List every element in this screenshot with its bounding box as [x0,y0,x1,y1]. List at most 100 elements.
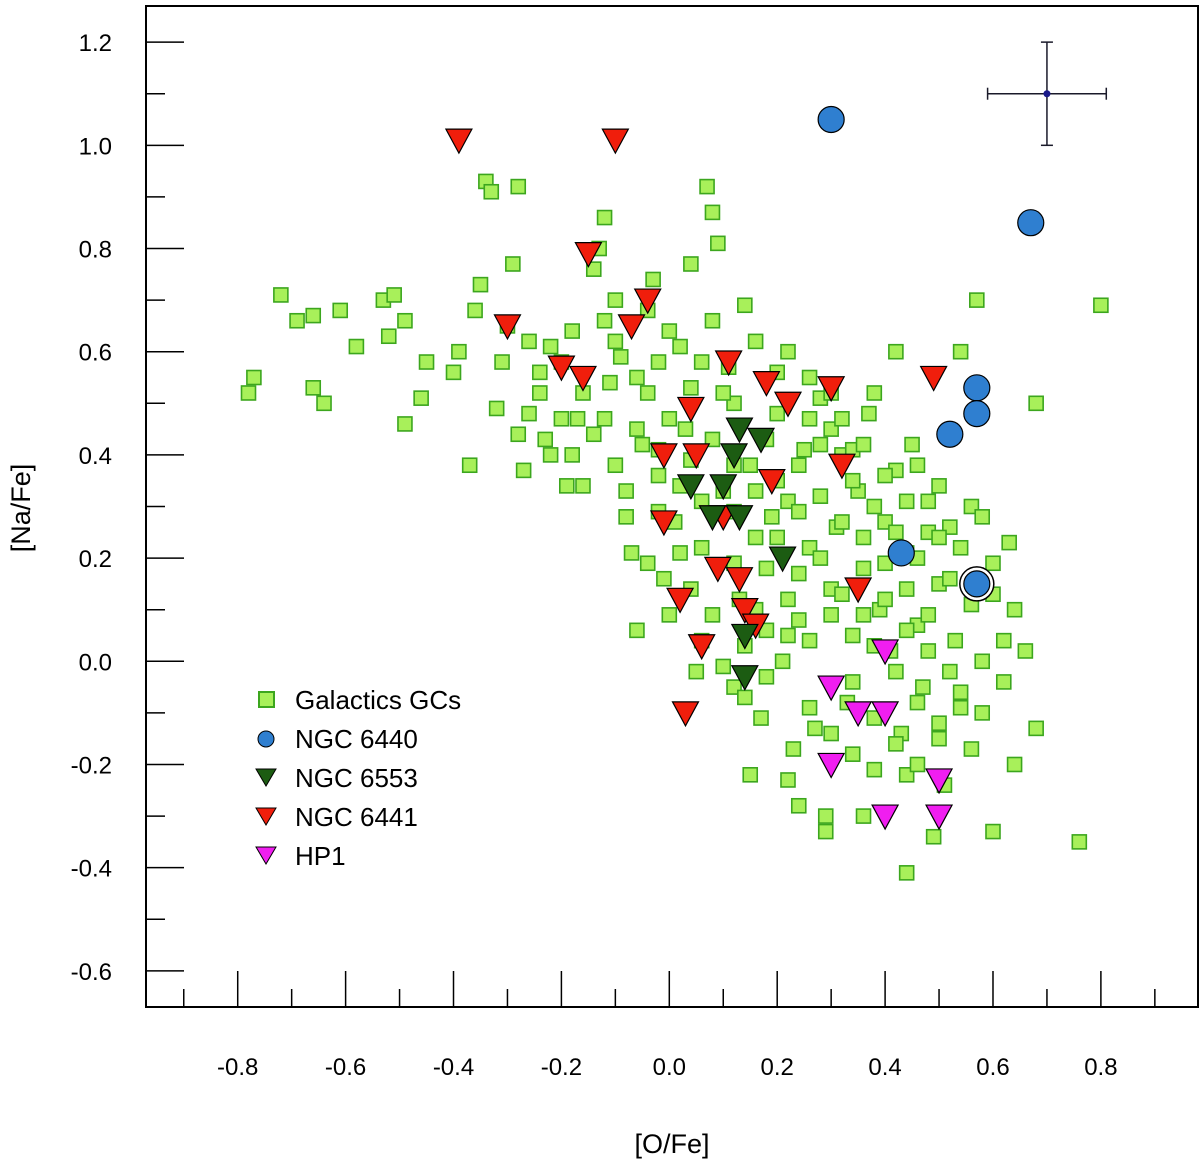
galactic-gc-point [844,746,861,762]
galactic-gc-point [585,426,602,443]
galactic-gc-point [289,312,305,329]
series-ngc6441 [444,128,948,728]
ngc6441-point [844,577,873,604]
galactic-gc-point [925,828,942,845]
galactic-gc-point [645,271,661,288]
galactic-gc-point [650,354,667,370]
ngc6441-point [730,598,759,624]
hp1-point [817,675,846,702]
galactic-gc-point [742,767,759,783]
galactic-gc-point [623,545,640,561]
galactic-gc-point [397,312,413,329]
y-tick-label: 0.2 [79,546,112,573]
ngc6553-point [725,417,754,444]
ngc6441-point [601,128,630,155]
galactic-gc-point [1093,297,1109,314]
galactic-gc-point [704,431,721,448]
galactic-gc-point [866,385,883,401]
galactic-gc-point [909,457,926,474]
galactic-gc-point [790,565,807,582]
galactic-gc-point [575,478,591,494]
galactic-gc-point [855,560,872,577]
galactic-gc-point [844,472,861,489]
galactic-gc-point [564,447,580,463]
ngc6441-point [444,128,473,155]
galactic-gc-point [596,209,613,226]
galactic-gc-point [1017,643,1034,659]
galactic-gc-point [467,302,483,319]
galactic-gc-point [877,591,893,608]
galactic-gc-point [585,261,602,277]
galactic-gc-point [952,699,969,716]
series-hp1 [817,639,954,831]
galactic-gc-point [790,612,807,628]
y-tick-label: 0.8 [79,237,112,264]
galactic-gc-point [558,478,575,494]
galactic-gc-point [780,627,796,644]
galactic-gc-point [801,699,818,716]
galactic-gc-point [834,410,850,427]
galactic-gc-point [817,823,834,840]
galactic-gc-point [801,632,818,649]
hp1-point [925,804,954,831]
x-tick-label: 0.2 [761,1054,794,1081]
ngc6441-point [687,634,716,661]
legend-marker-ngc6441 [255,807,277,826]
galactic-gc-point [273,287,289,303]
ngc6441-point [617,314,646,341]
galactic-gc-point [758,668,775,685]
ngc6553-point [730,623,759,650]
galactic-gc-point [672,338,688,355]
ngc6441-point [547,355,576,382]
galactic-gc-point [607,292,624,308]
y-tick-label: -0.2 [71,752,112,779]
galactic-gc-point [397,416,413,432]
galactic-gc-point [817,808,834,824]
data-series-layer [240,105,1109,881]
galactic-gc-point [704,607,721,623]
galactic-gc-point [834,514,850,530]
x-axis-title: [O/Fe] [634,1129,709,1159]
ngc6441-point [676,396,705,423]
galactic-gc-point [737,297,753,314]
galactic-gc-point [861,405,877,422]
galactic-gc-point [985,823,1001,840]
ngc6553-point [747,427,776,454]
ngc6440-point [936,420,964,448]
galactic-gc-point [532,385,548,401]
galactic-gc-point [747,333,764,350]
galactic-gc-point [931,478,947,494]
galactic-gc-point [904,436,920,453]
galactic-gc-point [920,643,937,659]
galactic-gc-point [898,493,915,510]
ngc6441-point [649,443,678,470]
ngc6441-point [827,453,856,480]
galactic-gc-point [974,653,991,670]
ngc6440-point [1017,209,1045,237]
galactic-gc-point [812,550,829,566]
galactic-gc-point [553,410,570,427]
galactic-gc-point [483,183,500,200]
galactic-gc-point [915,679,931,695]
galactic-gc-point [515,462,532,479]
galactic-gc-point [607,457,624,474]
galactic-gc-point [639,385,656,401]
ngc6553-point [725,505,754,532]
galactic-gc-point [780,772,796,788]
galactic-gc-point [774,653,791,670]
galactic-gc-point [920,493,937,510]
y-tick-label: -0.4 [71,856,112,883]
galactic-gc-point [844,674,861,690]
legend-marker-hp1 [255,846,277,865]
galactic-gc-point [969,292,985,308]
x-tick-label: 0.8 [1084,1054,1117,1081]
galactic-gc-point [952,343,969,360]
galactic-gc-point [796,441,812,458]
hp1-point [871,639,900,666]
galactic-gc-point [769,405,786,422]
galactic-gc-point [564,323,580,339]
ngc6441-point [817,376,846,403]
galactic-gc-point [629,421,645,437]
galactic-gc-point [542,338,559,355]
galactic-gc-point [380,328,397,345]
